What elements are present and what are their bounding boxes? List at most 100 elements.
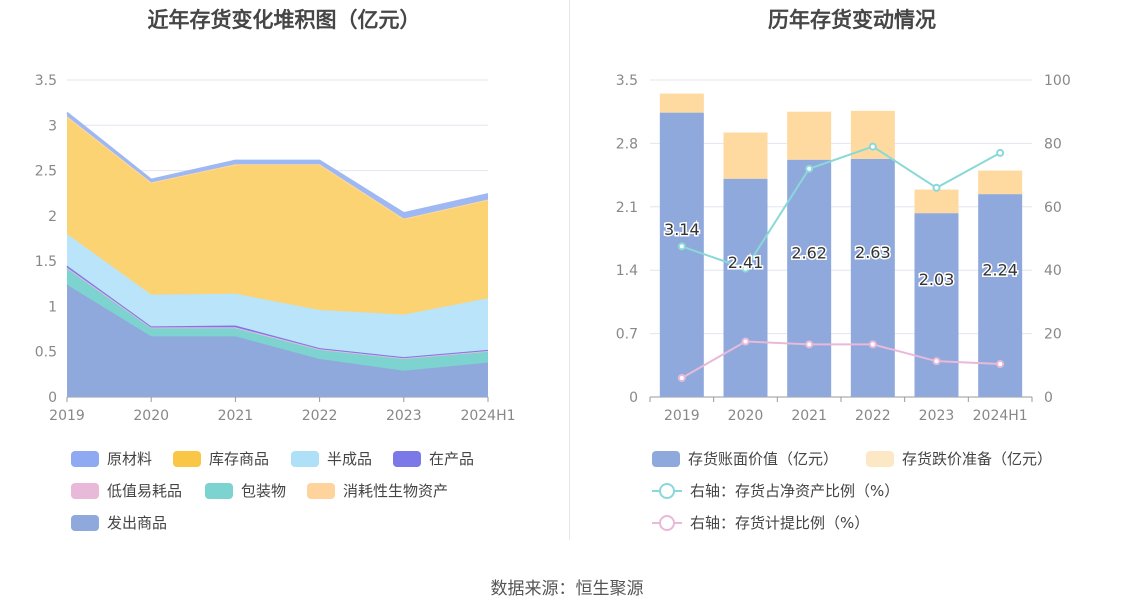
legend-label: 存货跌价准备（亿元） <box>902 450 1053 468</box>
legend-swatch <box>291 450 319 467</box>
legend-swatch <box>205 482 233 499</box>
legend-label: 库存商品 <box>209 450 270 468</box>
line-point <box>741 264 750 273</box>
right-chart-title: 历年存货变动情况 <box>768 8 936 32</box>
y-tick-label: 3.5 <box>616 73 638 89</box>
legend-label: 存货账面价值（亿元） <box>688 450 839 468</box>
y-tick-label: 0.7 <box>616 327 638 343</box>
bar-data-label: 2.03 <box>919 270 955 289</box>
legend-item[interactable]: 右轴：存货占净资产比例（%） <box>652 480 899 501</box>
y2-tick-label: 80 <box>1044 136 1062 152</box>
legend-swatch <box>71 514 99 531</box>
legend-item[interactable]: 右轴：存货计提比例（%） <box>652 512 869 533</box>
x-tick-label: 2019 <box>664 408 700 424</box>
right-chart-svg: 0 0.7 1.4 2.1 2.8 3.5 0 20 40 60 80 100 2019 2020 2021… <box>616 73 1071 424</box>
area-edge-原材料 <box>66 111 489 215</box>
x-tick-label: 2019 <box>49 408 85 424</box>
y-tick-label: 3 <box>48 118 57 134</box>
bar-data-label: 2.63 <box>855 243 891 262</box>
left-chart-panel: 近年存货变化堆积图（亿元） 0 0.5 1 1.5 2 2.5 3 3.5 2019 2020 20… <box>0 0 568 550</box>
legend-swatch <box>71 482 99 499</box>
y2-tick-label: 0 <box>1044 390 1053 406</box>
line-point <box>932 357 941 366</box>
legend-item[interactable]: 低值易耗品 <box>71 480 182 501</box>
legend-swatch <box>652 482 682 499</box>
legend-swatch <box>866 450 894 467</box>
y2-tick-label: 60 <box>1044 200 1062 216</box>
line-point <box>805 164 814 173</box>
legend-swatch <box>307 482 335 499</box>
legend-item[interactable]: 消耗性生物资产 <box>307 480 448 501</box>
area-发出商品 <box>67 284 488 397</box>
line-point <box>996 360 1005 369</box>
bar-book-value <box>850 158 895 397</box>
x-tick-label: 2021 <box>791 408 827 424</box>
legend-item[interactable]: 在产品 <box>393 448 474 469</box>
line-point <box>741 337 750 346</box>
line-point <box>932 183 941 192</box>
legend-item[interactable]: 包装物 <box>205 480 286 501</box>
legend-item[interactable]: 库存商品 <box>173 448 269 469</box>
line-point <box>805 340 814 349</box>
bar-data-label: 2.24 <box>982 261 1018 280</box>
bar-provision <box>659 93 704 113</box>
legend-item[interactable]: 存货账面价值（亿元） <box>652 448 838 469</box>
y-tick-label: 1.4 <box>616 263 638 279</box>
legend-label: 发出商品 <box>107 514 168 532</box>
x-tick-label: 2020 <box>133 408 169 424</box>
x-tick-label: 2022 <box>302 408 338 424</box>
y-tick-label: 1.5 <box>35 254 57 270</box>
legend-label: 低值易耗品 <box>107 482 183 500</box>
line-point <box>677 373 686 382</box>
legend-swatch <box>393 450 421 467</box>
line-point <box>996 148 1005 157</box>
y-tick-label: 0.5 <box>35 345 57 361</box>
legend-swatch <box>652 450 680 467</box>
line-series <box>681 340 1001 379</box>
y-tick-label: 2.5 <box>35 164 57 180</box>
line-series <box>681 145 1001 270</box>
x-tick-label: 2022 <box>855 408 891 424</box>
bar-book-value <box>787 159 832 397</box>
legend-label: 半成品 <box>327 450 373 468</box>
y2-tick-label: 100 <box>1044 73 1071 89</box>
y2-tick-label: 20 <box>1044 327 1062 343</box>
line-point <box>868 142 877 151</box>
right-chart-panel: 历年存货变动情况 0 0.7 1.4 2.1 2.8 3.5 0 20 40 60 80 100 201… <box>570 0 1134 550</box>
area-edge-在产品 <box>66 264 489 359</box>
legend-item[interactable]: 存货跌价准备（亿元） <box>866 448 1052 469</box>
x-tick-label: 2020 <box>728 408 764 424</box>
y-tick-label: 0 <box>629 390 638 406</box>
bar-book-value <box>659 112 704 397</box>
legend-swatch <box>71 450 99 467</box>
area-原材料 <box>67 112 488 219</box>
legend-label: 右轴：存货占净资产比例（%） <box>690 482 900 500</box>
legend-item[interactable]: 半成品 <box>291 448 372 469</box>
y-tick-label: 3.5 <box>35 73 57 89</box>
legend-label: 原材料 <box>107 450 153 468</box>
x-tick-label: 2024H1 <box>973 408 1028 424</box>
y-tick-label: 2.8 <box>616 136 638 152</box>
legend-label: 右轴：存货计提比例（%） <box>690 514 870 532</box>
panel-divider <box>569 0 570 540</box>
bar-book-value <box>723 178 768 397</box>
x-tick-label: 2023 <box>386 408 422 424</box>
x-tick-label: 2021 <box>218 408 254 424</box>
left-chart-title: 近年存货变化堆积图（亿元） <box>147 8 421 32</box>
legend-item[interactable]: 发出商品 <box>71 512 167 533</box>
bar-book-value <box>914 213 959 397</box>
data-source: 数据来源：恒生聚源 <box>490 579 644 599</box>
bar-provision <box>787 111 832 160</box>
area-包装物 <box>67 268 488 371</box>
legend-item[interactable]: 原材料 <box>71 448 152 469</box>
area-半成品 <box>67 233 488 358</box>
x-tick-label: 2023 <box>919 408 955 424</box>
area-库存商品 <box>67 116 488 315</box>
legend-swatch <box>652 514 682 531</box>
y-tick-label: 0 <box>48 390 57 406</box>
line-point <box>677 242 686 251</box>
y-tick-label: 2 <box>48 209 57 225</box>
left-chart-svg: 0 0.5 1 1.5 2 2.5 3 3.5 2019 2020 2021 2022 2023 2024… <box>35 73 516 424</box>
legend-label: 消耗性生物资产 <box>343 482 449 500</box>
line-point <box>868 340 877 349</box>
